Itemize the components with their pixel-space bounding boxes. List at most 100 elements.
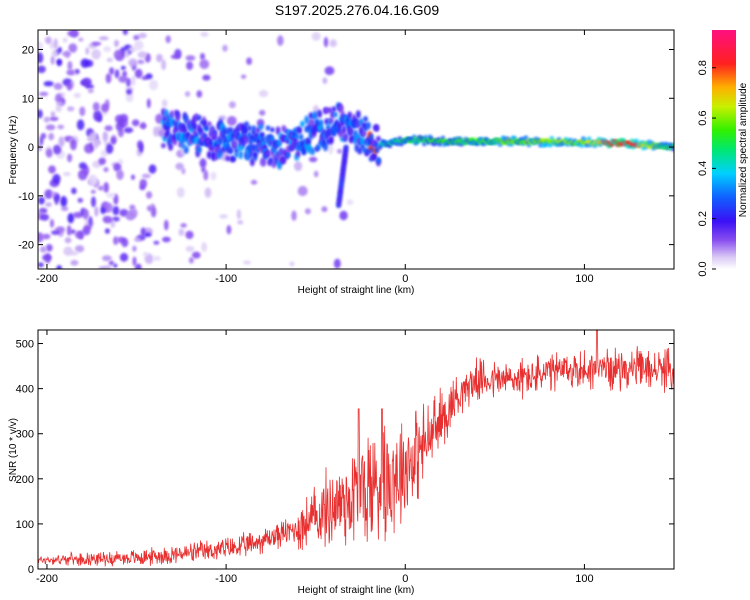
spectrogram-cell [175, 162, 184, 171]
spectrogram-cell [153, 240, 160, 245]
spectrogram-cell [185, 131, 191, 139]
spectrogram-y-tick-label: -20 [18, 240, 34, 252]
colorbar-tick-label: 0.6 [697, 110, 709, 125]
spectrogram-cell [119, 252, 129, 262]
spectrogram-cell [123, 49, 130, 58]
spectrogram-cell [115, 121, 124, 132]
colorbar-tick-label: 0.2 [697, 211, 709, 226]
spectrogram-cell [56, 59, 62, 67]
spectrogram-cell [212, 132, 218, 141]
snr-x-tick-label: 0 [402, 573, 408, 585]
spectrogram-cell [176, 187, 185, 198]
spectrogram-cell [116, 169, 124, 180]
spectrogram-x-axis-label: Height of straight line (km) [298, 285, 415, 296]
spectrogram-cell [122, 30, 128, 36]
figure-title: S197.2025.276.04.16.G09 [274, 2, 440, 18]
spectrogram-cell [200, 52, 205, 61]
spectrogram-cell [80, 58, 90, 68]
spectrogram-cell [146, 98, 151, 109]
spectrogram-cell [55, 104, 62, 113]
spectrogram-cell [42, 233, 51, 240]
spectrogram-cell [85, 84, 94, 89]
spectrogram-cell [568, 138, 573, 142]
spectrogram-cell [85, 47, 90, 55]
spectrogram-cell [161, 99, 168, 108]
spectrogram-cell [60, 206, 69, 212]
spectrogram-cell [202, 133, 208, 139]
spectrogram-cell [102, 131, 109, 143]
spectrogram-cell [71, 187, 77, 195]
spectrogram-cell [399, 142, 404, 147]
spectrogram-cell [252, 151, 258, 158]
spectrogram-cell [132, 245, 137, 252]
spectrogram-cell [103, 46, 111, 53]
spectrogram-cell [305, 137, 311, 146]
colorbar-label: Normalized spectral amplitude [738, 82, 749, 217]
spectrogram-cell [38, 65, 46, 74]
spectrogram-cell [54, 93, 63, 103]
spectrogram-cell [180, 223, 187, 228]
spectrogram-cell [50, 219, 54, 228]
snr-panel: -200 -100 0 100 0 100 200 300 400 500 Height of … [8, 329, 675, 596]
spectrogram-cell [117, 159, 124, 165]
spectrogram-cell [339, 210, 348, 221]
spectrogram-cell [51, 50, 59, 58]
spectrogram-cell [259, 131, 265, 138]
spectrogram-cell [336, 148, 343, 154]
spectrogram-cell [109, 67, 115, 75]
spectrogram-cell [44, 189, 53, 200]
spectrogram-cell [78, 37, 84, 42]
spectrogram-cell [104, 125, 113, 132]
spectrogram-cell [67, 61, 73, 71]
spectrogram-cell [65, 50, 70, 59]
spectrogram-y-ticks: -20 -10 0 10 20 [18, 45, 674, 252]
spectrogram-cell [67, 153, 73, 163]
spectrogram-cell [64, 237, 72, 244]
spectrogram-cell [170, 54, 181, 59]
spectrogram-cell [50, 55, 55, 65]
spectrogram-cell [422, 142, 427, 146]
spectrogram-cell [128, 58, 138, 67]
spectrogram-cell [118, 75, 128, 83]
spectrogram-cell [56, 101, 64, 106]
spectrogram-cell [294, 133, 300, 140]
spectrogram-cell [185, 55, 196, 61]
spectrogram-cell [91, 196, 96, 208]
snr-x-axis-label: Height of straight line (km) [298, 585, 415, 596]
spectrogram-cell [298, 133, 304, 141]
spectrogram-cell [139, 184, 146, 191]
spectrogram-cell [297, 185, 308, 197]
spectrogram-cell [184, 91, 191, 97]
spectrogram-cell [246, 57, 253, 65]
spectrogram-cell [186, 61, 194, 71]
spectrogram-cell [149, 79, 159, 91]
spectrogram-cell [103, 182, 109, 193]
spectrogram-cell [206, 121, 212, 127]
spectrogram-cell [92, 102, 100, 112]
spectrogram-cell [150, 206, 157, 218]
spectrogram-cell [160, 142, 166, 149]
spectrogram-cell [48, 165, 56, 174]
spectrogram-cell [225, 155, 231, 162]
spectrogram-cell [120, 65, 126, 70]
spectrogram-cell [196, 146, 202, 154]
spectrogram-cell [129, 208, 138, 219]
spectrogram-cell [88, 132, 98, 141]
spectrogram-cell [58, 136, 65, 147]
spectrogram-cell [259, 157, 267, 167]
spectrogram-cell [54, 194, 59, 206]
spectrogram-cell [44, 36, 52, 44]
spectrogram-cell [338, 104, 344, 113]
spectrogram-cell [103, 202, 114, 213]
spectrogram-cell [134, 263, 142, 269]
spectrogram-cell [258, 90, 269, 98]
spectrogram-y-tick-label: -10 [18, 191, 34, 203]
spectrogram-cell [162, 236, 171, 243]
spectrogram-cell [341, 125, 347, 134]
spectrogram-cell [87, 174, 98, 186]
spectrogram-cell [38, 262, 44, 268]
spectrogram-cell [346, 199, 354, 206]
spectrogram-cell [285, 152, 291, 158]
spectrogram-cell [579, 143, 585, 148]
spectrogram-cell [143, 232, 152, 237]
